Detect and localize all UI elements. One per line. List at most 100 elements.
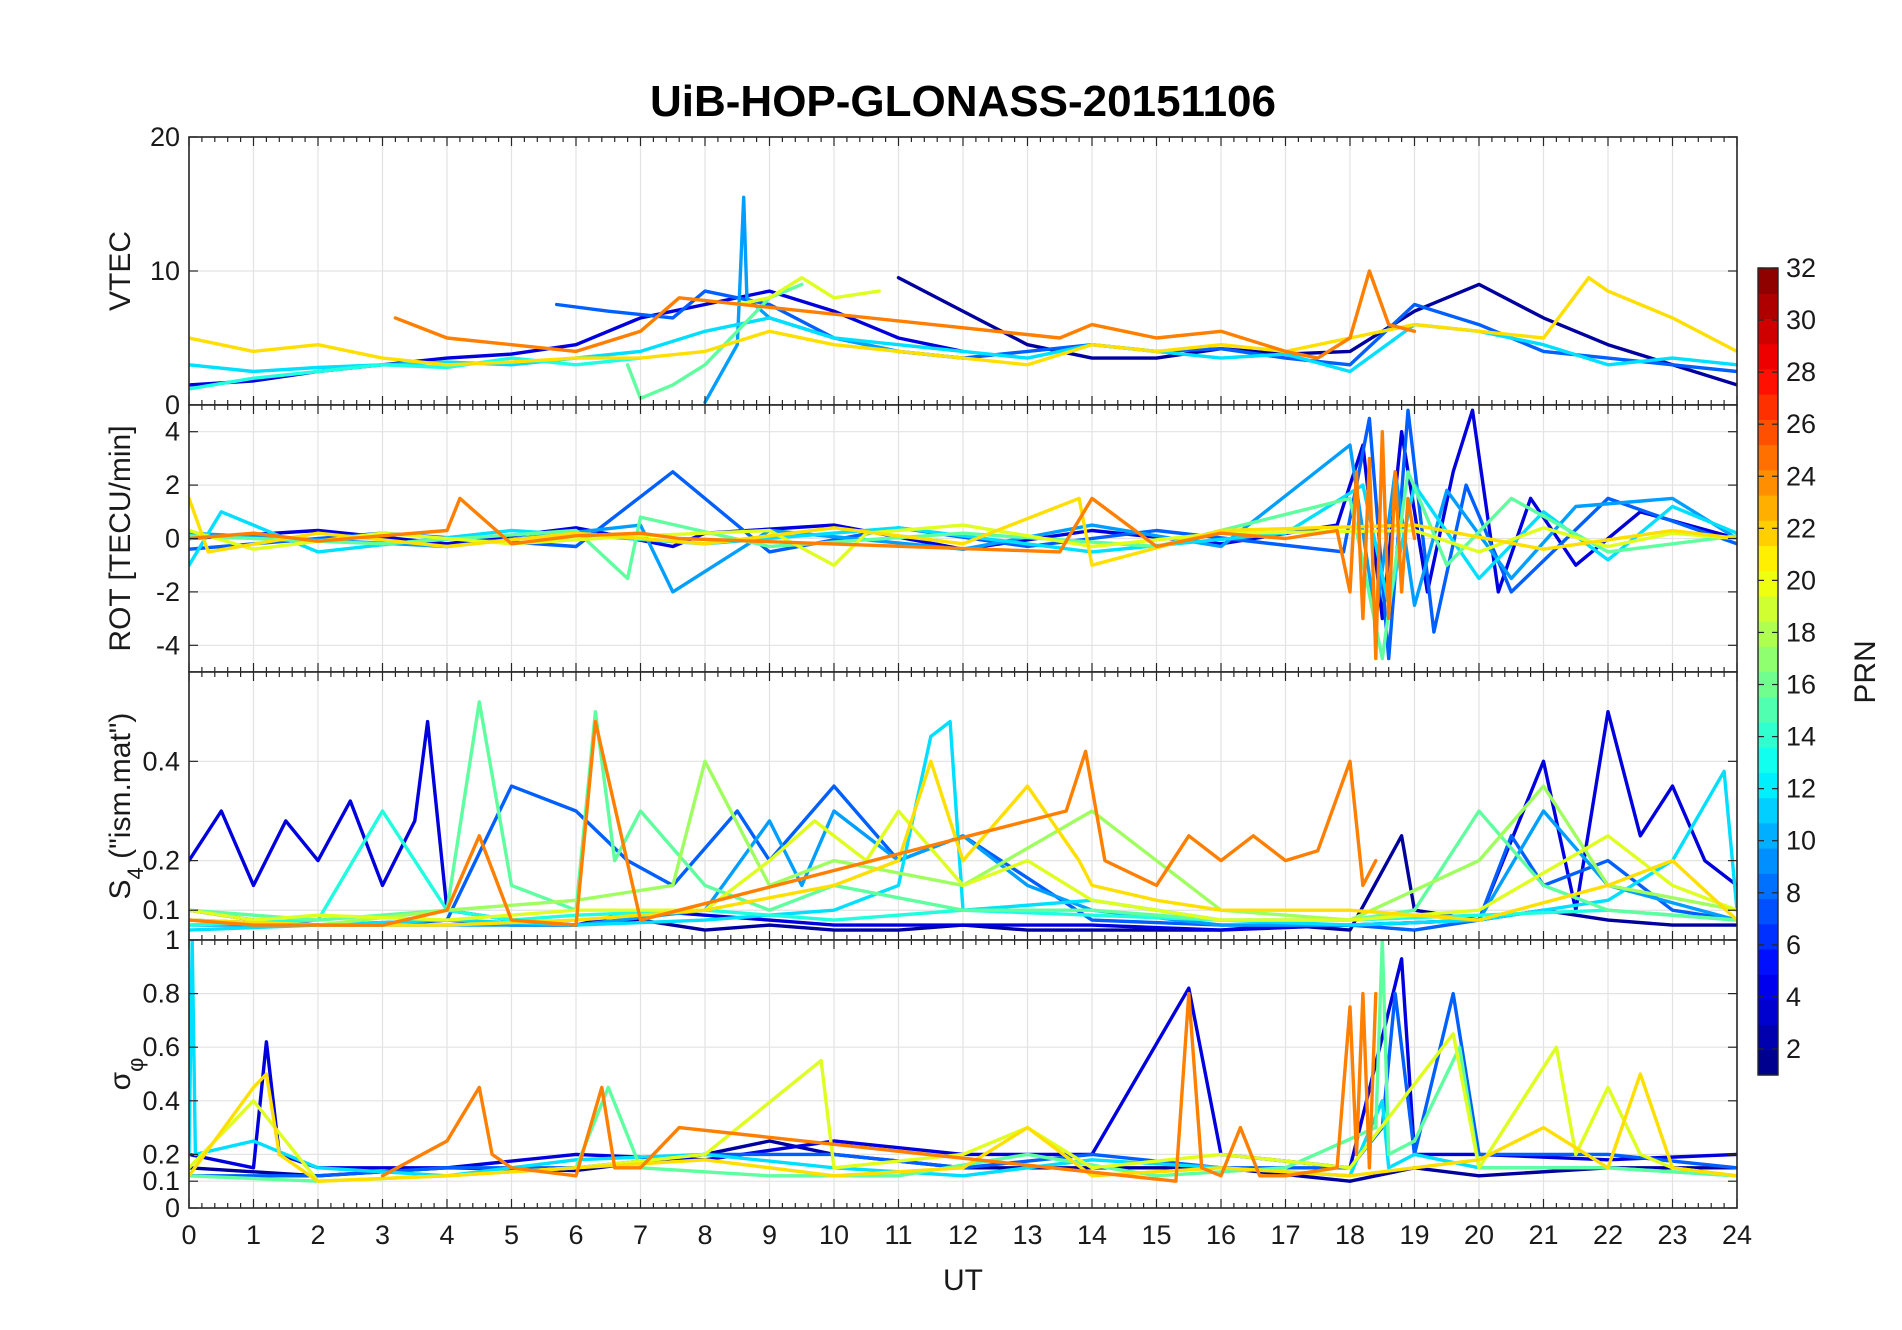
x-tick-label: 13 [1012,1220,1042,1250]
colorbar-swatch [1758,570,1778,597]
series-prn-20-rot [189,523,1737,567]
x-tick-label: 3 [375,1220,390,1250]
x-ticks-rot [188,405,1738,672]
y-tick-label-s4: 0.2 [142,846,180,876]
y-tick-label-vtec: 10 [150,256,180,286]
colorbar-swatch [1758,494,1778,521]
colorbar-swatch [1758,469,1778,496]
y-tick-label-sigma_phi: 1 [165,925,180,955]
colorbar-swatch [1758,747,1778,773]
colorbar-tick-label: 8 [1786,878,1801,908]
series-prn-10-rot [189,443,1737,621]
x-tick-label: 10 [819,1220,849,1250]
panel-vtec: 0 10 20 VTEC [104,122,1738,420]
x-tick-label: 14 [1077,1220,1107,1250]
x-tick-label: 12 [948,1220,978,1250]
colorbar-swatch [1758,923,1778,950]
colorbar-swatch [1758,1049,1778,1076]
y-tick-label-sigma_phi: 0.2 [142,1139,180,1169]
panel-sigma_phi: 00.10.2 0.4 0.6 0.8 1 σφ [104,925,1738,1223]
colorbar-swatch [1758,520,1778,547]
colorbar-frame [1757,267,1779,1076]
x-tick-label: 22 [1593,1220,1623,1250]
x-tick-label: 11 [884,1220,912,1250]
series-prn-24-s4 [189,719,1378,927]
colorbar-swatch [1758,772,1778,799]
series-prn-18-s4 [189,759,1737,927]
x-tick-label: 23 [1657,1220,1687,1250]
y-tick-label-vtec: 20 [150,122,180,152]
colorbar-swatch [1758,293,1778,320]
y-tick-label-rot: 0 [165,524,180,554]
series-prn-12-sigma_phi [189,940,1737,1178]
colorbar-swatch [1758,696,1778,723]
colorbar-swatch [1758,444,1778,471]
colorbar-tick-label: 14 [1786,722,1816,752]
series-prn-20-s4 [189,809,1737,922]
x-tick-label: 16 [1206,1220,1236,1250]
colorbar-swatch [1758,822,1778,849]
y-tick-label-sigma_phi: 0.6 [142,1032,180,1062]
y-tick-label-s4: 0.1 [142,895,180,925]
colorbar-swatch [1758,394,1778,420]
x-tick-labels: 0 1 2 3 4 5 6 7 8 9 10 11 12 13 14 15 16 17 18 19 20 21 22 23 24 [181,1220,1752,1250]
colorbar-swatch [1758,318,1778,345]
colorbar-swatch [1758,721,1778,748]
x-tick-label: 6 [568,1220,583,1250]
x-tick-label: 0 [181,1220,196,1250]
x-tick-label: 2 [310,1220,325,1250]
colorbar-swatch [1758,595,1778,622]
colorbar-swatch [1758,621,1778,647]
y-tick-label-rot: -2 [156,577,180,607]
series-prn-22-vtec [189,276,1737,367]
series-prn-2-vtec [896,276,1737,387]
x-tick-label: 21 [1528,1220,1558,1250]
x-tick-label: 4 [439,1220,454,1250]
colorbar-swatch [1758,974,1778,1000]
series-prn-20-vtec [735,276,881,307]
colorbar-swatch [1758,873,1778,900]
colorbar-swatch [1758,268,1778,294]
colorbar-swatch [1758,999,1778,1026]
colorbar-tick-label: 32 [1786,253,1816,283]
y-tick-label-sigma_phi: 0.8 [142,979,180,1009]
series-prn-24-vtec [393,269,1417,360]
x-tick-label: 5 [504,1220,519,1250]
x-ticks-sigma_phi [188,940,1738,1208]
x-tick-label: 15 [1141,1220,1171,1250]
series-prn-22-sigma_phi [189,1072,1737,1183]
colorbar-swatch [1758,948,1778,975]
series-prn-24-rot [189,430,1417,661]
y-axis-label-sigma_phi: σφ [104,1058,148,1091]
x-tick-label: 20 [1464,1220,1494,1250]
series-group-vtec [189,195,1737,404]
colorbar-swatch [1758,797,1778,824]
x-ticks-s4 [188,672,1738,940]
y-tick-label-sigma_phi: 0.4 [142,1086,180,1116]
colorbar-swatch [1758,368,1778,395]
panel-s4: 0.1 0.2 0.4S4 ("ism.mat") [104,671,1738,941]
series-prn-14-vtec [189,356,643,391]
colorbar-swatch [1758,671,1778,698]
series-group-rot [189,408,1737,661]
x-tick-label: 8 [697,1220,712,1250]
colorbar-swatch [1758,545,1778,572]
colorbar-tick-label: 26 [1786,409,1816,439]
x-ticks-vtec [188,137,1738,405]
colorbar-tick-label: 20 [1786,565,1816,595]
y-tick-label-sigma_phi: 0 [165,1193,180,1223]
x-tick-label: 18 [1335,1220,1365,1250]
y-tick-label-rot: 2 [165,470,180,500]
x-tick-label: 7 [633,1220,648,1250]
x-tick-label: 19 [1399,1220,1429,1250]
colorbar-tick-label: 24 [1786,461,1816,491]
series-prn-8-rot [189,408,1737,661]
series-prn-16-s4 [189,700,1737,922]
colorbar-swatch [1758,343,1778,370]
colorbar-tick-label: 12 [1786,774,1816,804]
y-axis-label-vtec: VTEC [104,231,137,311]
panel-rot: -4 -2 0 2 4 ROT [TECU/min] [104,404,1738,673]
